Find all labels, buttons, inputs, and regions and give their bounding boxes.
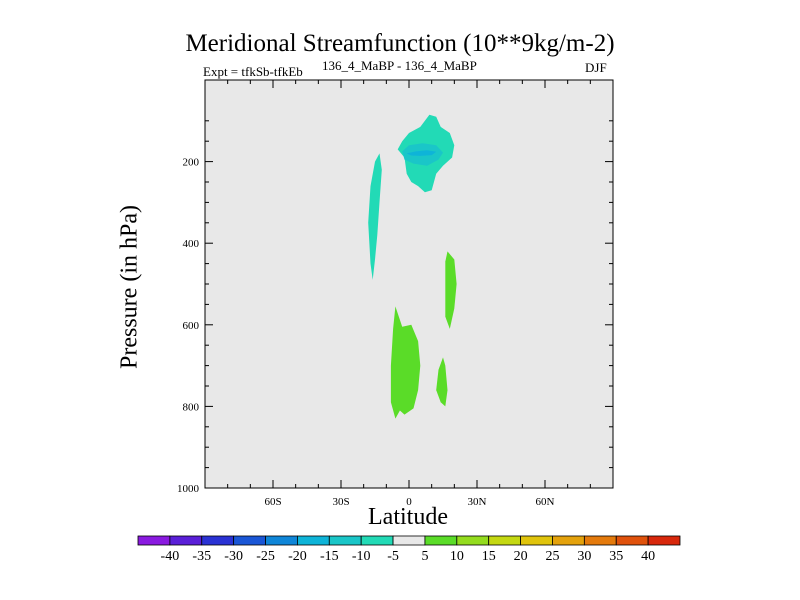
- experiment-label: Expt = tfkSb-tfkEb: [203, 64, 303, 79]
- chart-subtitle: 136_4_MaBP - 136_4_MaBP: [322, 58, 477, 73]
- x-axis-label: Latitude: [368, 504, 448, 530]
- y-tick-label: 200: [183, 157, 200, 169]
- colorbar-label: -30: [224, 549, 243, 564]
- colorbar-box: [520, 535, 553, 546]
- colorbar: -40 -35 -30 -25 -20 -15 -10 -5 5 10 15 20 25 30 35 40: [137, 535, 681, 564]
- y-tick-label: 800: [183, 401, 200, 413]
- contour-region-6: [436, 357, 448, 407]
- colorbar-box: [552, 535, 585, 546]
- colorbar-box: [328, 535, 362, 546]
- colorbar-label: 30: [577, 549, 591, 564]
- colorbar-label: 15: [482, 549, 496, 564]
- colorbar-label: 35: [609, 549, 623, 564]
- colorbar-box: [360, 535, 394, 546]
- x-tick-label: 30N: [468, 496, 487, 508]
- y-tick-label: 600: [183, 320, 200, 332]
- colorbar-label: -35: [192, 549, 211, 564]
- colorbar-box: [297, 535, 330, 546]
- y-tick-label: 400: [183, 238, 200, 250]
- colorbar-label: 25: [545, 549, 559, 564]
- colorbar-box: [424, 535, 458, 546]
- colorbar-label: 10: [450, 549, 464, 564]
- plot-area: 200 400 600 800 1000 60S 30S 0 30N 60N: [177, 79, 614, 508]
- contour-region-3: [368, 153, 382, 280]
- chart-title: Meridional Streamfunction (10**9kg/m-2): [185, 30, 615, 57]
- colorbar-label: 40: [641, 549, 655, 564]
- contour-region-2: [406, 150, 437, 156]
- colorbar-box: [615, 535, 649, 546]
- colorbar-label: -20: [288, 549, 307, 564]
- x-tick-label: 60S: [264, 496, 281, 508]
- colorbar-box: [201, 535, 235, 546]
- colorbar-box: [647, 535, 681, 546]
- x-tick-label: 30S: [332, 496, 349, 508]
- x-tick-label: 0: [406, 496, 412, 508]
- colorbar-label: 5: [421, 549, 428, 564]
- season-label: DJF: [585, 60, 607, 75]
- y-tick-label: 1000: [177, 483, 200, 495]
- colorbar-box: [233, 535, 266, 546]
- colorbar-label: -15: [320, 549, 339, 564]
- colorbar-box: [392, 535, 426, 546]
- colorbar-box: [488, 535, 521, 546]
- colorbar-label: -10: [352, 549, 371, 564]
- colorbar-box: [169, 535, 203, 546]
- colorbar-box: [456, 535, 490, 546]
- x-tick-label: 60N: [536, 496, 555, 508]
- contour-region-4: [445, 251, 457, 329]
- colorbar-label: -5: [387, 549, 399, 564]
- colorbar-label: -25: [256, 549, 275, 564]
- colorbar-label: -40: [161, 549, 180, 564]
- colorbar-box: [265, 535, 298, 546]
- colorbar-box: [583, 535, 617, 546]
- colorbar-label: 20: [514, 549, 528, 564]
- colorbar-box: [137, 535, 171, 546]
- contour-region-5: [390, 306, 421, 419]
